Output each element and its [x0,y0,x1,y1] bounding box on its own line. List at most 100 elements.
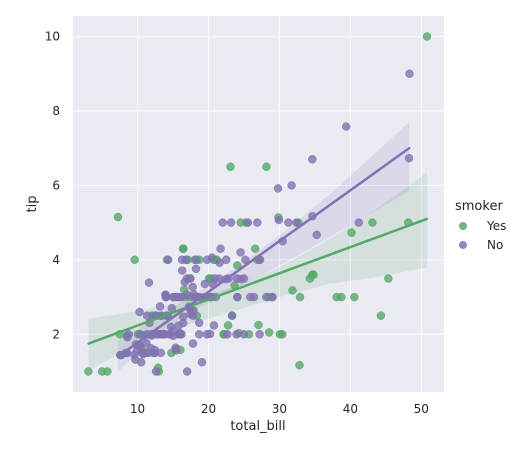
data-point-no [144,278,154,287]
data-point-yes [264,328,274,337]
data-point-no [239,330,249,339]
data-point-yes [250,244,260,253]
regression-lines [87,146,429,358]
data-point-no [226,218,236,227]
data-point-no [142,311,152,320]
data-point-no [268,292,277,302]
data-point-no [171,346,181,355]
data-point-no [179,312,188,322]
confidence-band-yes [88,172,427,370]
data-point-no [308,155,317,164]
data-point-no [188,339,198,348]
data-point-no [284,218,293,227]
data-point-no [243,218,253,227]
data-point-no [135,330,145,339]
x-tick-label: 30 [272,402,287,416]
data-point-yes [337,292,346,302]
y-tick-label: 8 [52,104,60,118]
legend-marker-yes [459,222,467,230]
data-point-no [312,230,321,240]
data-point-yes [347,228,356,237]
data-point-yes [376,311,386,320]
data-point-no [218,218,227,227]
data-point-yes [350,292,359,302]
data-point-no [177,330,186,339]
data-point-no [404,153,414,163]
data-point-no [227,311,237,320]
data-point-no [168,292,178,302]
data-point-no [292,218,301,227]
data-point-yes [233,261,242,270]
data-point-no [253,218,262,227]
data-point-yes [113,212,123,222]
y-tick-label: 6 [52,178,60,192]
data-point-yes [295,360,304,370]
data-point-yes [288,286,297,295]
data-point-yes [223,321,233,330]
regression-line-yes [87,217,429,345]
data-point-no [197,357,207,367]
data-point-no [223,330,232,339]
data-point-yes [84,367,93,376]
data-point-no [241,255,250,265]
data-point-no [177,266,187,275]
data-point-no [136,357,146,367]
data-point-no [135,307,144,317]
data-point-no [124,330,134,339]
data-point-no [151,367,161,376]
data-point-yes [178,244,188,253]
data-point-yes [384,274,393,283]
plot-background [73,16,444,392]
data-point-yes [130,255,139,265]
data-point-no [236,248,245,257]
data-point-no [216,244,225,253]
data-point-no [205,329,215,339]
data-point-no [273,184,283,193]
data-point-no [186,274,195,283]
data-point-no [221,255,231,265]
legend-label-no: No [487,238,503,252]
data-point-no [354,218,364,227]
data-point-yes [309,270,318,279]
x-tick-label: 50 [414,402,429,416]
data-point-no [194,330,204,339]
y-axis-label: tip [25,196,40,213]
data-point-no [156,348,166,358]
y-tick-labels: 2 4 6 8 10 [45,29,60,341]
data-point-no [182,367,192,376]
data-points [84,32,432,376]
data-point-yes [295,292,305,302]
y-tick-label: 4 [52,253,60,267]
data-point-yes [97,367,107,376]
data-point-no [155,302,165,311]
data-point-yes [368,218,377,227]
data-point-no [249,292,259,302]
data-point-yes [254,320,263,330]
y-tick-label: 2 [52,327,60,341]
y-tick-label: 10 [45,29,60,43]
x-tick-label: 10 [130,402,145,416]
data-point-no [161,292,171,302]
data-point-no [191,264,201,274]
data-point-no [233,292,242,302]
x-tick-label: 20 [201,402,216,416]
data-point-no [175,292,185,302]
data-point-no [341,122,351,131]
data-point-no [192,255,201,265]
data-point-no [287,181,296,190]
data-point-no [188,282,197,292]
data-point-no [207,253,217,262]
data-point-yes [226,162,235,172]
x-axis-label: total_bill [230,419,285,434]
data-point-yes [236,218,246,227]
x-tick-label: 40 [343,402,358,416]
data-point-no [163,255,173,265]
x-tick-labels: 10 20 30 40 50 [130,402,429,416]
data-point-no [239,274,249,283]
legend-label-yes: Yes [486,219,506,233]
data-point-no [194,318,204,328]
data-point-no [200,279,210,289]
data-point-no [405,69,414,78]
data-point-no [232,330,241,339]
